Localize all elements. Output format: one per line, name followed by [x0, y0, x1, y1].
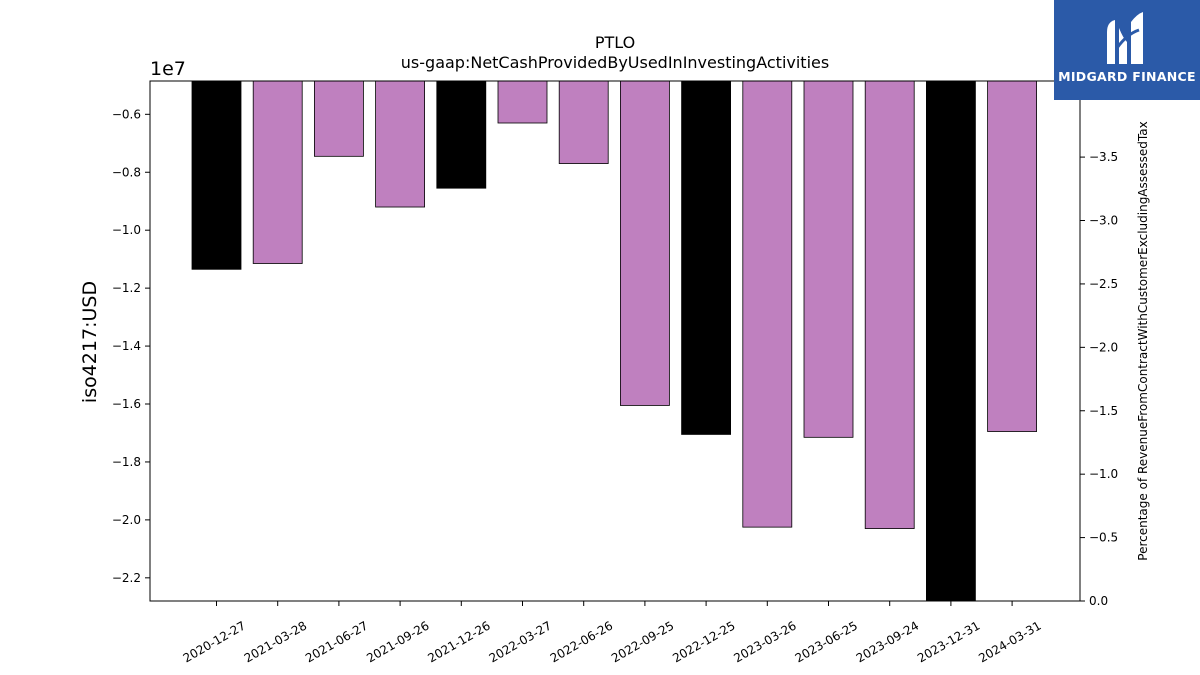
x-tick-label: 2021-09-26 — [364, 618, 431, 665]
bar-2021-12-26 — [436, 80, 487, 189]
chart-title: PTLO — [595, 33, 635, 52]
y2-tick-label: −1.5 — [1089, 404, 1118, 418]
x-tick-label: 2020-12-27 — [181, 618, 248, 665]
y2-tick-label: −1.0 — [1089, 467, 1118, 481]
y-tick-label: −1.4 — [112, 339, 141, 353]
y-tick-label: −1.6 — [112, 397, 141, 411]
bars — [191, 80, 1037, 602]
x-tick-label: 2024-03-31 — [976, 618, 1043, 665]
x-tick-label: 2022-09-25 — [609, 618, 676, 665]
bar-2023-06-25 — [803, 80, 854, 438]
y2-tick-label: 0.0 — [1089, 594, 1108, 608]
y-axis-ticks: −0.6 −0.8 −1.0 −1.2 −1.4 −1.6 −1.8 −2.0 −2.2 — [112, 107, 150, 585]
x-tick-label: 2021-12-26 — [425, 618, 492, 665]
y-axis-label: iso4217:USD — [79, 281, 101, 403]
bar-2021-06-27 — [313, 80, 364, 157]
y-tick-label: −0.8 — [112, 165, 141, 179]
bar-2023-12-31 — [926, 80, 976, 602]
midgard-logo-icon — [1107, 12, 1143, 64]
y-tick-label: −1.8 — [112, 455, 141, 469]
bar-2022-09-25 — [620, 80, 670, 406]
y-offset-label: 1e7 — [150, 58, 186, 80]
bar-2020-12-27 — [191, 80, 242, 270]
x-tick-label: 2023-03-26 — [731, 618, 798, 665]
bar-2021-09-26 — [375, 80, 426, 208]
x-tick-label: 2022-06-26 — [548, 618, 615, 665]
brand-name: MIDGARD FINANCE — [1058, 69, 1196, 84]
bar-2024-03-31 — [987, 80, 1037, 432]
bar-2022-12-25 — [681, 80, 731, 435]
bar-2023-09-24 — [864, 80, 915, 529]
y2-axis-label: Percentage of RevenueFromContractWithCus… — [1136, 121, 1150, 560]
chart-subtitle: us-gaap:NetCashProvidedByUsedInInvesting… — [401, 53, 829, 72]
x-axis-ticks: 2020-12-272021-03-282021-06-272021-09-26… — [181, 601, 1044, 665]
brand-logo: MIDGARD FINANCE — [1054, 0, 1200, 100]
y2-tick-label: −3.5 — [1089, 150, 1118, 164]
y2-tick-label: −2.0 — [1089, 340, 1118, 354]
x-tick-label: 2022-12-25 — [670, 618, 737, 665]
bar-2023-03-26 — [742, 80, 793, 528]
y2-tick-label: −2.5 — [1089, 277, 1118, 291]
y2-tick-label: −3.0 — [1089, 214, 1118, 228]
y-tick-label: −1.0 — [112, 223, 141, 237]
y-tick-label: −1.2 — [112, 281, 141, 295]
x-tick-label: 2023-12-31 — [915, 618, 982, 665]
bar-2022-03-27 — [497, 80, 548, 124]
y-tick-label: −0.6 — [112, 107, 141, 121]
x-tick-label: 2023-09-24 — [854, 618, 921, 665]
y-tick-label: −2.2 — [112, 571, 141, 585]
bar-2021-03-28 — [252, 80, 303, 264]
x-tick-label: 2022-03-27 — [487, 618, 554, 665]
bar-2022-06-26 — [558, 80, 609, 164]
x-tick-label: 2023-06-25 — [793, 618, 860, 665]
x-tick-label: 2021-06-27 — [303, 618, 370, 665]
y2-axis-ticks: 0.0 −0.5 −1.0 −1.5 −2.0 −2.5 −3.0 −3.5 — [1080, 150, 1118, 608]
plot-frame — [149, 80, 1081, 602]
y-tick-label: −2.0 — [112, 513, 141, 527]
y2-tick-label: −0.5 — [1089, 531, 1118, 545]
x-tick-label: 2021-03-28 — [242, 618, 309, 665]
